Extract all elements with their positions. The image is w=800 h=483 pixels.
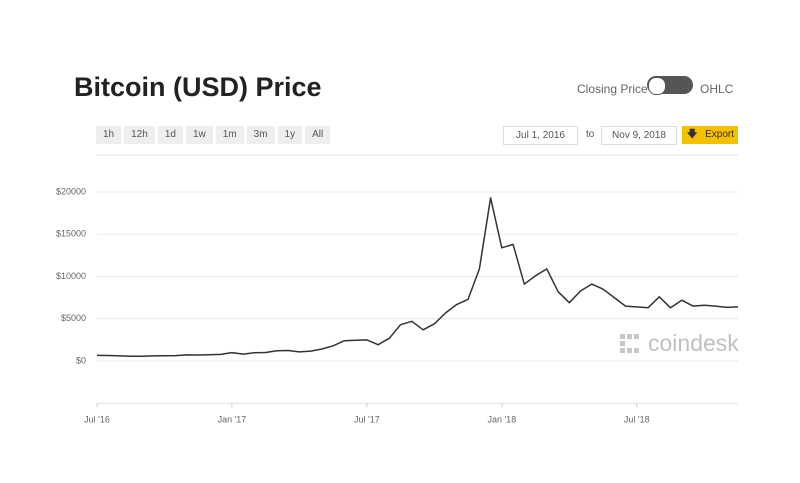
watermark: coindesk: [648, 330, 739, 356]
x-tick-label: Jan '17: [218, 415, 247, 425]
export-icon: 🡇: [687, 129, 698, 140]
range-button[interactable]: 1d: [157, 126, 183, 144]
x-tick-label: Jul '17: [354, 415, 380, 425]
toggle-knob: [648, 77, 666, 95]
date-to[interactable]: Nov 9, 2018: [601, 126, 677, 145]
range-button[interactable]: 1w: [185, 126, 213, 144]
price-line: [96, 197, 739, 357]
range-button[interactable]: 1y: [277, 126, 303, 144]
range-button[interactable]: 1h: [96, 126, 122, 144]
range-button[interactable]: 12h: [124, 126, 155, 144]
range-button[interactable]: 1m: [215, 126, 244, 144]
to-label: to: [586, 129, 595, 140]
y-tick-label: $5000: [61, 313, 86, 323]
y-tick-label: $15000: [56, 229, 86, 239]
range-button[interactable]: 3m: [246, 126, 275, 144]
toggle-label: OHLC: [700, 82, 734, 96]
logo-icon: [620, 334, 639, 353]
x-tick-label: Jul '16: [84, 415, 110, 425]
range-buttons: 1h 12h 1d 1w 1m 3m 1y All: [96, 126, 331, 144]
x-tick-label: Jul '18: [624, 415, 650, 425]
x-tick-label: Jan '18: [487, 415, 516, 425]
range-button[interactable]: All: [305, 126, 331, 144]
y-tick-label: $20000: [56, 186, 86, 196]
y-tick-label: $0: [76, 355, 86, 365]
title: Bitcoin (USD) Price: [74, 72, 322, 102]
export-button[interactable]: 🡇 Export: [682, 126, 738, 144]
toggle-label: Closing Price: [577, 82, 648, 96]
date-from[interactable]: Jul 1, 2016: [503, 126, 578, 145]
y-tick-label: $10000: [56, 271, 86, 281]
export-label: Export: [705, 129, 734, 140]
